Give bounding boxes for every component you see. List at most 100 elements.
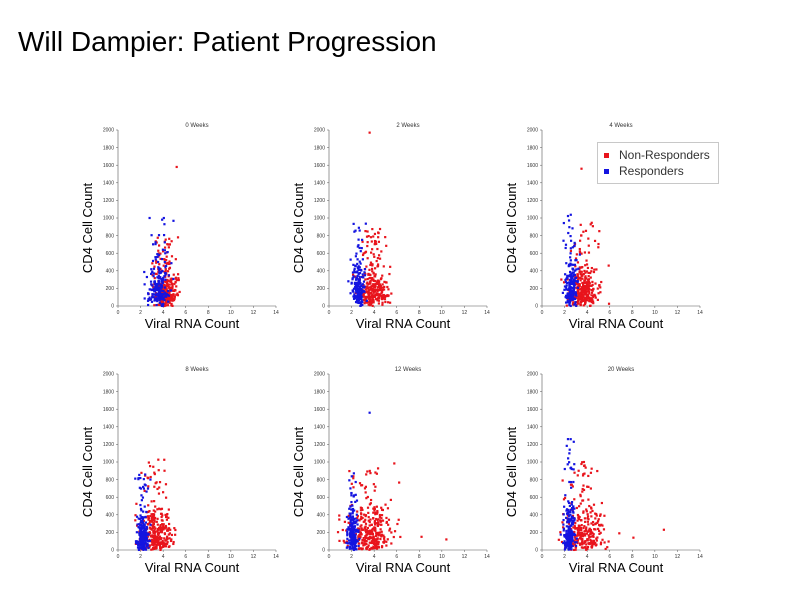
data-point [167,300,170,303]
data-point [386,507,390,510]
data-point [561,479,564,482]
data-point [363,487,367,490]
data-point [378,533,381,536]
data-point [155,261,158,264]
data-point [373,509,376,512]
data-point [591,531,594,535]
data-point [565,281,569,285]
data-point [585,510,588,513]
data-point [573,498,576,501]
data-point [346,530,349,533]
data-point [370,251,373,254]
data-point [589,487,592,490]
data-point [138,473,141,477]
data-point [143,505,146,508]
data-point [354,229,357,232]
data-point [381,283,384,286]
data-point [143,297,146,300]
data-point [140,537,143,540]
data-point [585,547,588,551]
data-point [588,504,591,508]
data-point [360,533,363,536]
data-point [376,299,379,302]
data-point [579,518,583,522]
data-point [580,234,583,237]
data-point [559,533,562,536]
data-point [380,530,383,533]
data-point [382,265,385,268]
data-point [346,544,349,548]
data-point [590,221,593,224]
data-point [367,511,370,514]
data-point [357,289,360,292]
data-point [156,299,159,303]
data-point [354,543,357,546]
data-point [378,294,381,297]
data-point [586,266,590,270]
data-point [149,475,152,479]
y-tick-label: 400 [317,269,326,275]
data-point [604,547,607,551]
data-point [380,297,383,301]
data-point [372,279,375,282]
data-point [592,296,595,299]
data-point [171,299,174,302]
data-point [346,537,349,540]
data-point [370,536,373,540]
data-point [599,513,602,516]
data-point [576,513,580,517]
data-point [581,461,584,464]
data-point [166,243,169,246]
data-point [135,540,138,543]
data-point [576,281,579,284]
data-point [155,292,158,295]
data-point [376,265,379,268]
data-point [354,517,357,520]
data-point [373,289,376,292]
data-point [135,515,139,518]
data-point [593,528,596,531]
y-tick-label: 600 [530,251,539,257]
data-point [601,524,604,527]
data-point [590,284,593,287]
data-point [586,278,589,281]
data-point [574,544,578,547]
data-point [361,286,364,289]
data-point [163,275,166,278]
data-point [569,249,573,253]
data-point [165,538,168,541]
data-point [146,522,149,526]
data-point [145,510,148,514]
data-point [365,235,369,238]
data-point [596,521,599,524]
data-point [153,485,156,488]
data-point [155,540,158,543]
data-point [371,263,374,266]
data-point [163,288,166,291]
data-point [568,303,571,306]
data-point [572,301,575,304]
data-point [572,548,576,552]
data-point [572,283,576,286]
data-point [168,262,171,266]
data-point [357,280,360,283]
data-point [348,532,352,536]
data-point [583,472,586,475]
data-point [364,485,367,488]
data-point [376,281,379,284]
data-point [598,532,601,535]
data-point [579,287,583,291]
data-point [361,253,365,257]
y-tick-label: 0 [322,548,325,554]
data-point [347,280,350,283]
data-point [576,283,579,286]
data-point [594,544,597,547]
data-point [566,292,569,295]
data-point [159,525,162,528]
x-tick-label: 8 [418,310,421,316]
data-point [372,253,375,256]
data-point [383,285,386,289]
data-point [352,472,355,475]
data-point [156,294,160,297]
data-point [348,547,351,550]
